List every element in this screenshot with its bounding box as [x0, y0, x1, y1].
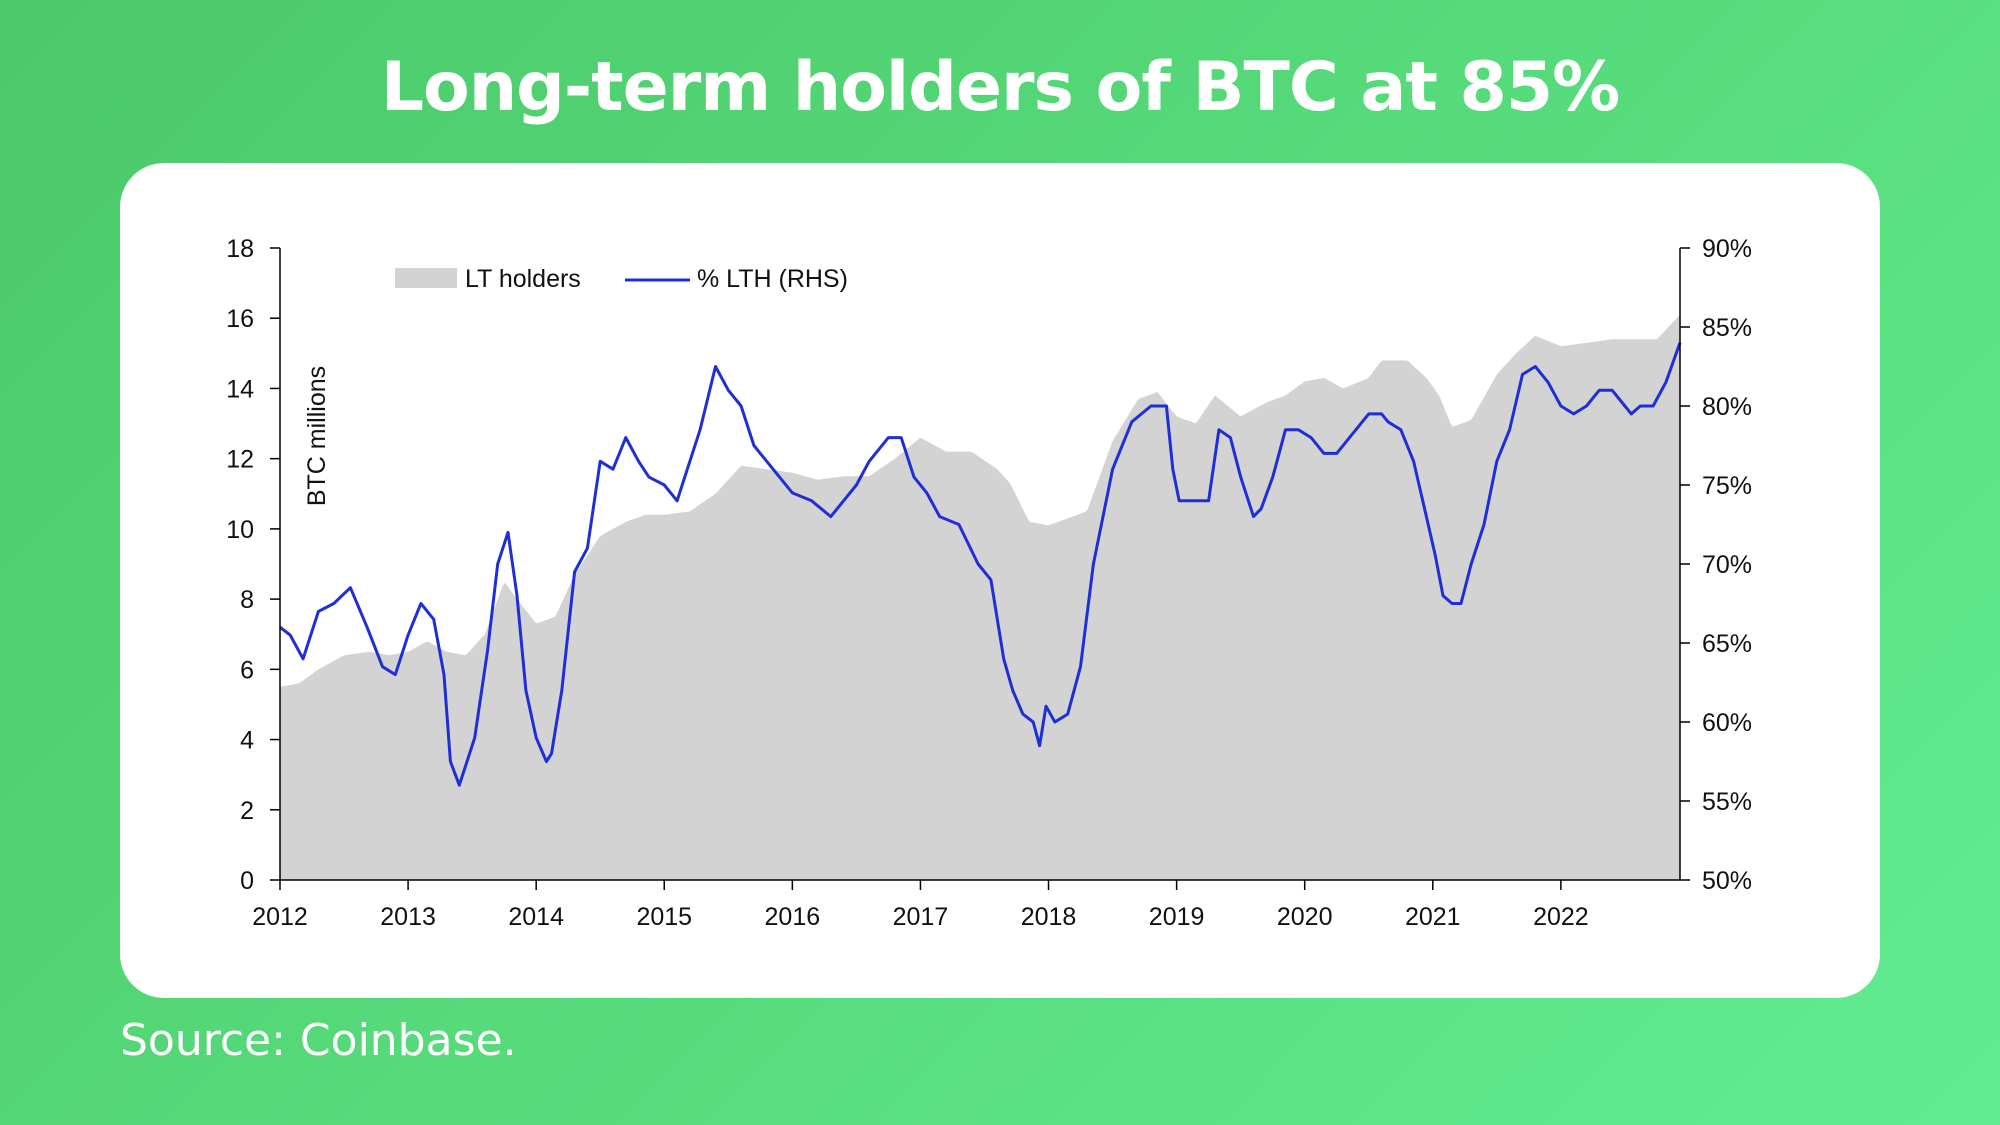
- left-tick-label: 16: [226, 305, 254, 333]
- x-tick-label: 2016: [765, 903, 821, 931]
- right-tick-label: 50%: [1702, 867, 1752, 895]
- right-tick-label: 55%: [1702, 788, 1752, 816]
- left-tick-label: 10: [226, 516, 254, 544]
- right-tick-label: 65%: [1702, 630, 1752, 658]
- x-tick-label: 2015: [636, 903, 692, 931]
- x-tick-label: 2020: [1277, 903, 1333, 931]
- right-tick-label: 75%: [1702, 472, 1752, 500]
- left-tick-label: 14: [226, 375, 254, 403]
- right-tick-label: 70%: [1702, 551, 1752, 579]
- left-tick-label: 12: [226, 446, 254, 474]
- left-tick-label: 8: [240, 586, 254, 614]
- lt-holders-area: [280, 314, 1680, 880]
- page-title: Long-term holders of BTC at 85%: [380, 48, 1621, 127]
- chart: 0 2 4 6 8 10 12 14 16 18 50% 55% 60% 65% 70% 75% 80% 85% 9…: [226, 235, 1752, 931]
- x-tick-label: 2019: [1149, 903, 1205, 931]
- right-tick-label: 80%: [1702, 393, 1752, 421]
- pct-lth-line: [279, 342, 1682, 787]
- legend-swatch-lt-holders: [395, 268, 457, 288]
- x-tick-label: 2014: [508, 903, 564, 931]
- right-tick-label: 60%: [1702, 709, 1752, 737]
- left-tick-label: 0: [240, 867, 254, 895]
- left-tick-label: 4: [240, 727, 254, 755]
- left-tick-label: 6: [240, 656, 254, 684]
- source-note: Source: Coinbase.: [120, 1015, 517, 1066]
- chart-card: 0 2 4 6 8 10 12 14 16 18 50% 55% 60% 65% 70% 75% 80% 85% 9…: [120, 163, 1880, 998]
- y-axis-label: BTC millions: [303, 366, 331, 506]
- x-tick-label: 2021: [1405, 903, 1461, 931]
- x-tick-label: 2017: [893, 903, 949, 931]
- x-tick-label: 2018: [1021, 903, 1077, 931]
- left-tick-label: 18: [226, 235, 254, 263]
- x-tick-label: 2012: [252, 903, 308, 931]
- legend-label-pct-lth: % LTH (RHS): [697, 265, 848, 293]
- legend-label-lt-holders: LT holders: [465, 265, 581, 293]
- left-tick-label: 2: [240, 797, 254, 825]
- right-tick-label: 90%: [1702, 235, 1752, 263]
- right-tick-label: 85%: [1702, 314, 1752, 342]
- x-tick-label: 2022: [1533, 903, 1589, 931]
- x-tick-label: 2013: [380, 903, 436, 931]
